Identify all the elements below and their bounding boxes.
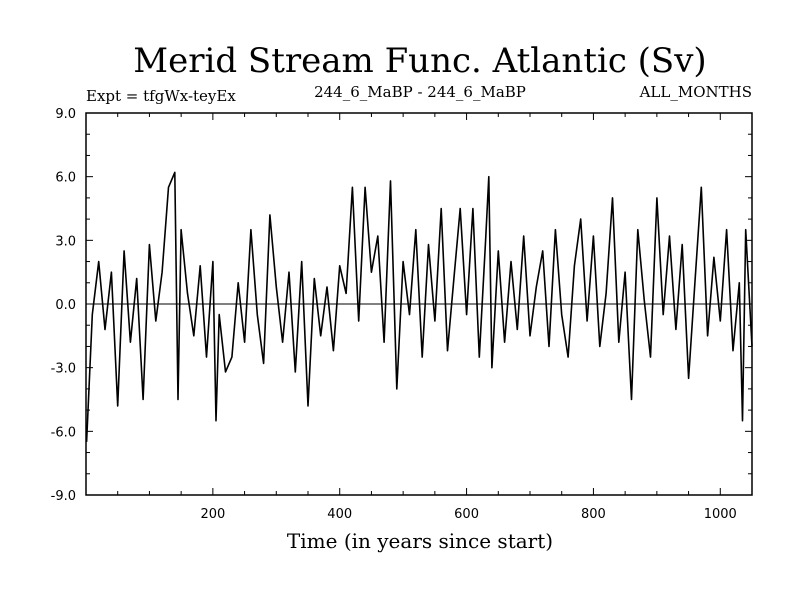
y-tick-label: -3.0 — [51, 362, 76, 377]
x-tick-label: 800 — [581, 507, 606, 522]
series-line-0 — [85, 171, 753, 442]
y-tick-label: 6.0 — [55, 171, 76, 186]
y-tick-label: 3.0 — [55, 234, 76, 249]
x-axis-label: Time (in years since start) — [287, 529, 553, 553]
y-tick-label: -9.0 — [51, 489, 76, 504]
chart-title: Merid Stream Func. Atlantic (Sv) — [133, 41, 706, 81]
x-tick-label: 400 — [327, 507, 352, 522]
y-tick-label: 0.0 — [55, 298, 76, 313]
subtitle-right: ALL_MONTHS — [639, 83, 752, 101]
subtitle-left: Expt = tfgWx-teyEx — [86, 87, 236, 105]
y-tick-label: -6.0 — [51, 425, 76, 440]
y-tick-label: 9.0 — [55, 107, 76, 122]
x-tick-label: 200 — [200, 507, 225, 522]
subtitle-center: 244_6_MaBP - 244_6_MaBP — [314, 83, 526, 101]
x-tick-label: 600 — [454, 507, 479, 522]
tick-layer: -9.0 -6.0 -3.0 0.0 3.0 6.0 9.0 200 400 600 800 1000 — [51, 107, 752, 522]
x-tick-label: 1000 — [704, 507, 737, 522]
series-layer — [85, 171, 753, 442]
